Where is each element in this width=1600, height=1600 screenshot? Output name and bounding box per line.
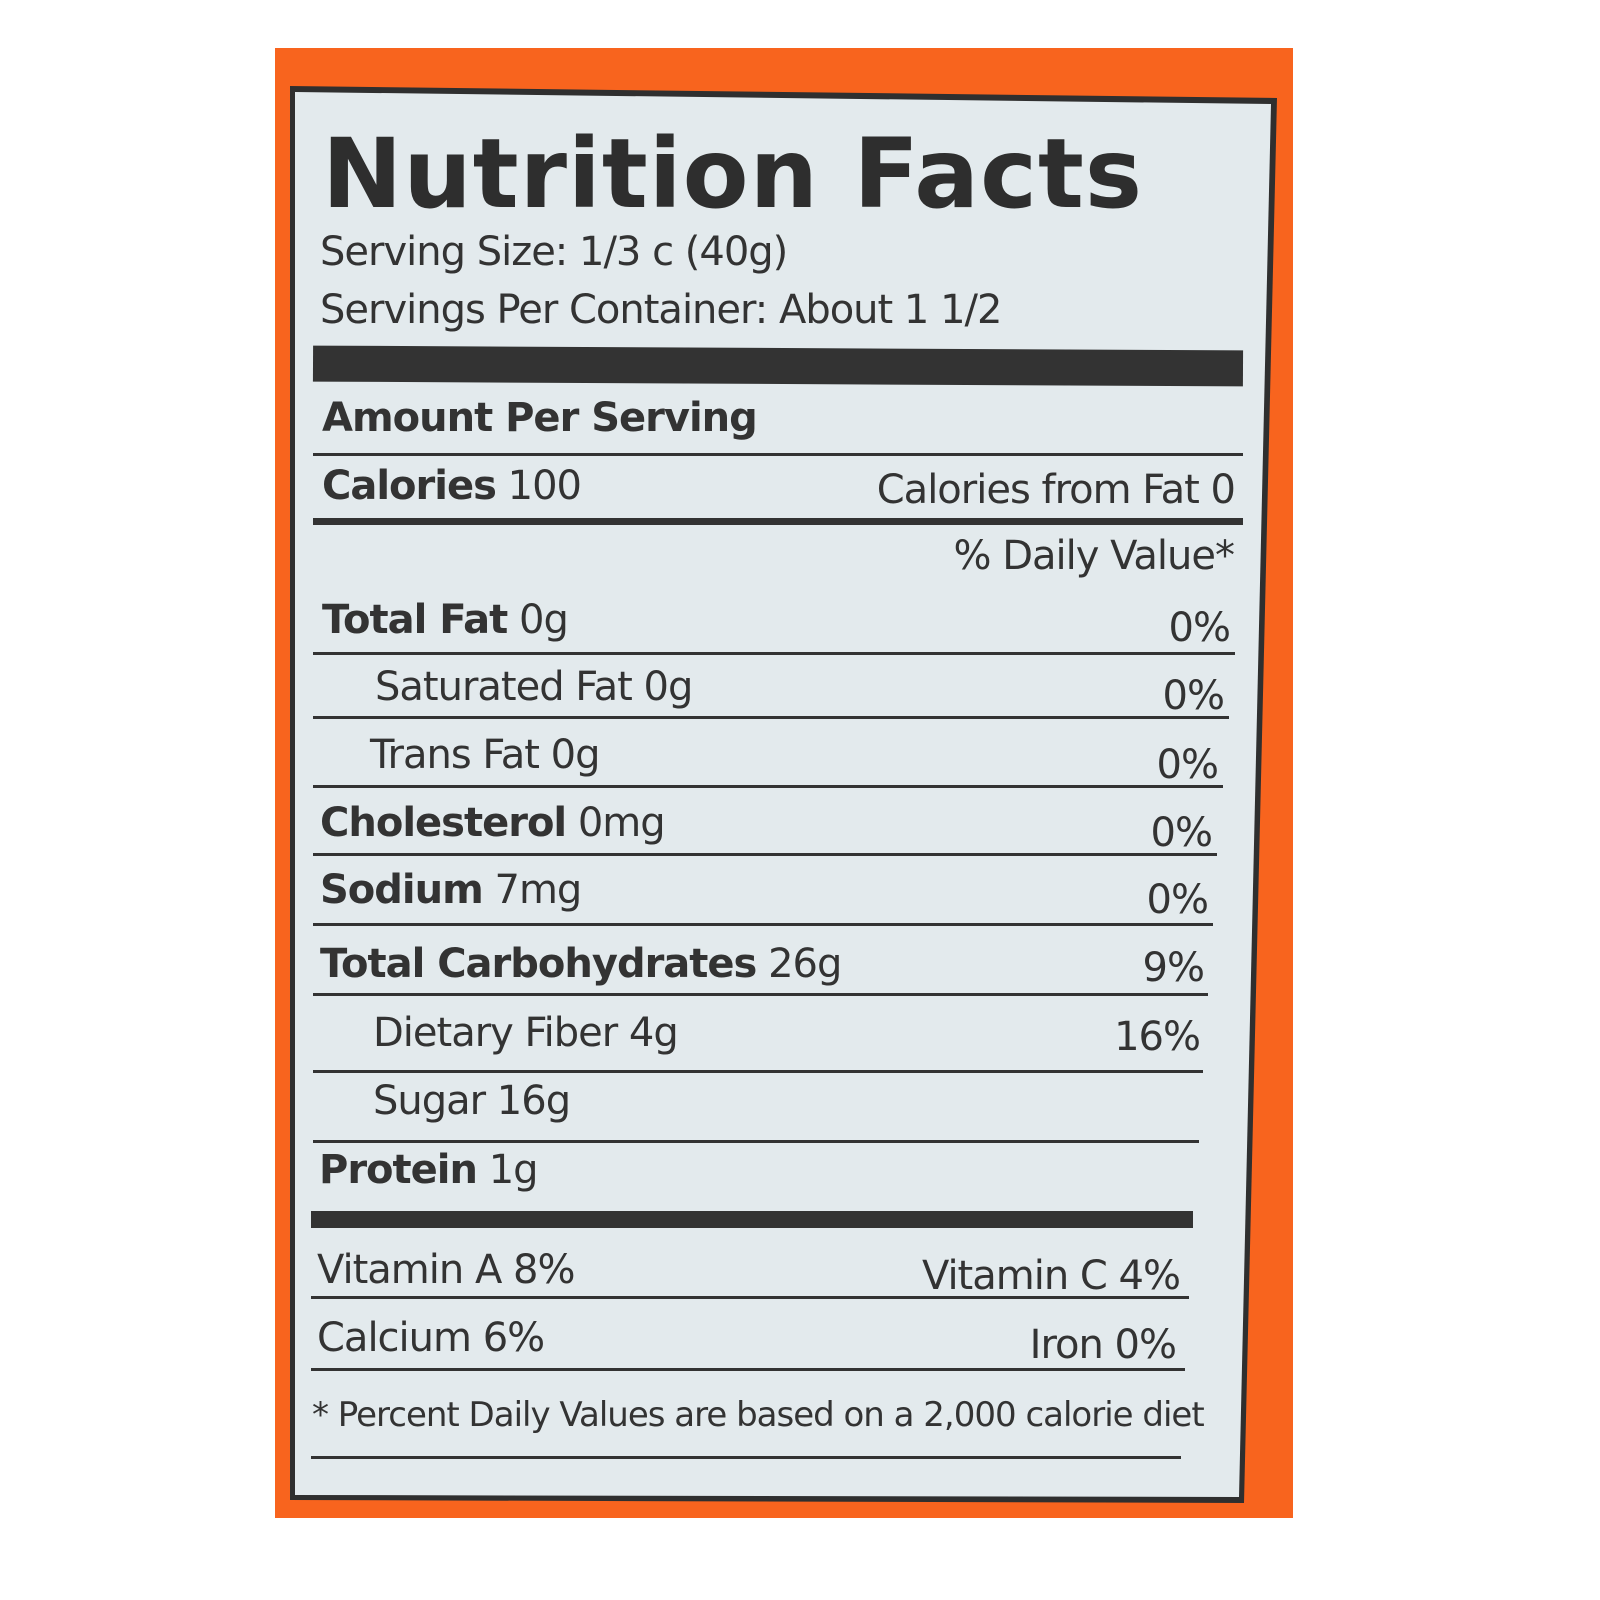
nutrient-label: Sodium: [320, 867, 484, 913]
dv-cholesterol: 0%: [1150, 810, 1213, 856]
calories-value: 100: [507, 463, 582, 509]
serving-size: Serving Size: 1/3 c (40g): [320, 229, 788, 275]
divider: [311, 1368, 1185, 1371]
divider: [313, 716, 1229, 719]
dv-total-carbohydrates: 9%: [1142, 945, 1205, 991]
nutrient-amount: 0mg: [577, 800, 666, 846]
amount-per-serving: Amount Per Serving: [322, 395, 758, 441]
nutrient-protein: Protein 1g: [319, 1147, 539, 1193]
divider: [311, 1456, 1181, 1459]
medium-divider: [313, 518, 1243, 525]
dv-sodium: 0%: [1146, 877, 1209, 923]
nutrient-amount: 7mg: [494, 867, 583, 913]
nutrient-saturated-fat: Saturated Fat 0g: [375, 664, 693, 710]
nutrient-label: Protein: [319, 1147, 478, 1193]
calcium: Calcium 6%: [317, 1315, 545, 1361]
dv-trans-fat: 0%: [1156, 742, 1219, 788]
nutrient-trans-fat: Trans Fat 0g: [370, 732, 601, 778]
label-title: Nutrition Facts: [322, 118, 1144, 230]
nutrient-cholesterol: Cholesterol 0mg: [320, 800, 666, 846]
divider: [313, 1140, 1199, 1143]
nutrient-amount: 1g: [488, 1147, 539, 1193]
nutrient-amount: 0g: [519, 597, 569, 643]
dv-total-fat: 0%: [1168, 605, 1231, 651]
divider: [313, 1070, 1203, 1073]
nutrient-label: Total Carbohydrates: [320, 941, 757, 987]
dv-saturated-fat: 0%: [1162, 673, 1225, 719]
calories-label: Calories: [322, 463, 497, 509]
servings-per-container: Servings Per Container: About 1 1/2: [320, 287, 1002, 333]
thick-divider-top: [312, 345, 1244, 387]
nutrient-dietary-fiber: Dietary Fiber 4g: [373, 1010, 679, 1056]
nutrient-total-carbohydrates: Total Carbohydrates 26g: [320, 941, 842, 987]
divider: [313, 853, 1217, 856]
calories-row: Calories 100: [322, 463, 582, 509]
iron: Iron 0%: [1029, 1322, 1177, 1368]
nutrient-sodium: Sodium 7mg: [320, 867, 583, 913]
nutrient-amount: 26g: [768, 941, 842, 987]
vitamin-a: Vitamin A 8%: [317, 1247, 575, 1293]
divider: [313, 652, 1235, 655]
nutrient-label: Total Fat: [322, 597, 508, 643]
daily-value-header: % Daily Value*: [953, 533, 1235, 579]
divider: [311, 1296, 1189, 1299]
thick-divider-bottom: [311, 1211, 1193, 1228]
divider: [313, 785, 1223, 788]
divider: [313, 923, 1213, 926]
nutrient-label: Cholesterol: [320, 800, 567, 846]
divider: [313, 453, 1243, 456]
dv-dietary-fiber: 16%: [1114, 1014, 1201, 1060]
vitamin-c: Vitamin C 4%: [921, 1253, 1181, 1299]
calories-from-fat: Calories from Fat 0: [876, 467, 1236, 513]
nutrient-sugar: Sugar 16g: [373, 1078, 571, 1124]
divider: [313, 993, 1208, 996]
footnote: * Percent Daily Values are based on a 2,…: [312, 1395, 1205, 1435]
nutrient-total-fat: Total Fat 0g: [322, 597, 569, 643]
